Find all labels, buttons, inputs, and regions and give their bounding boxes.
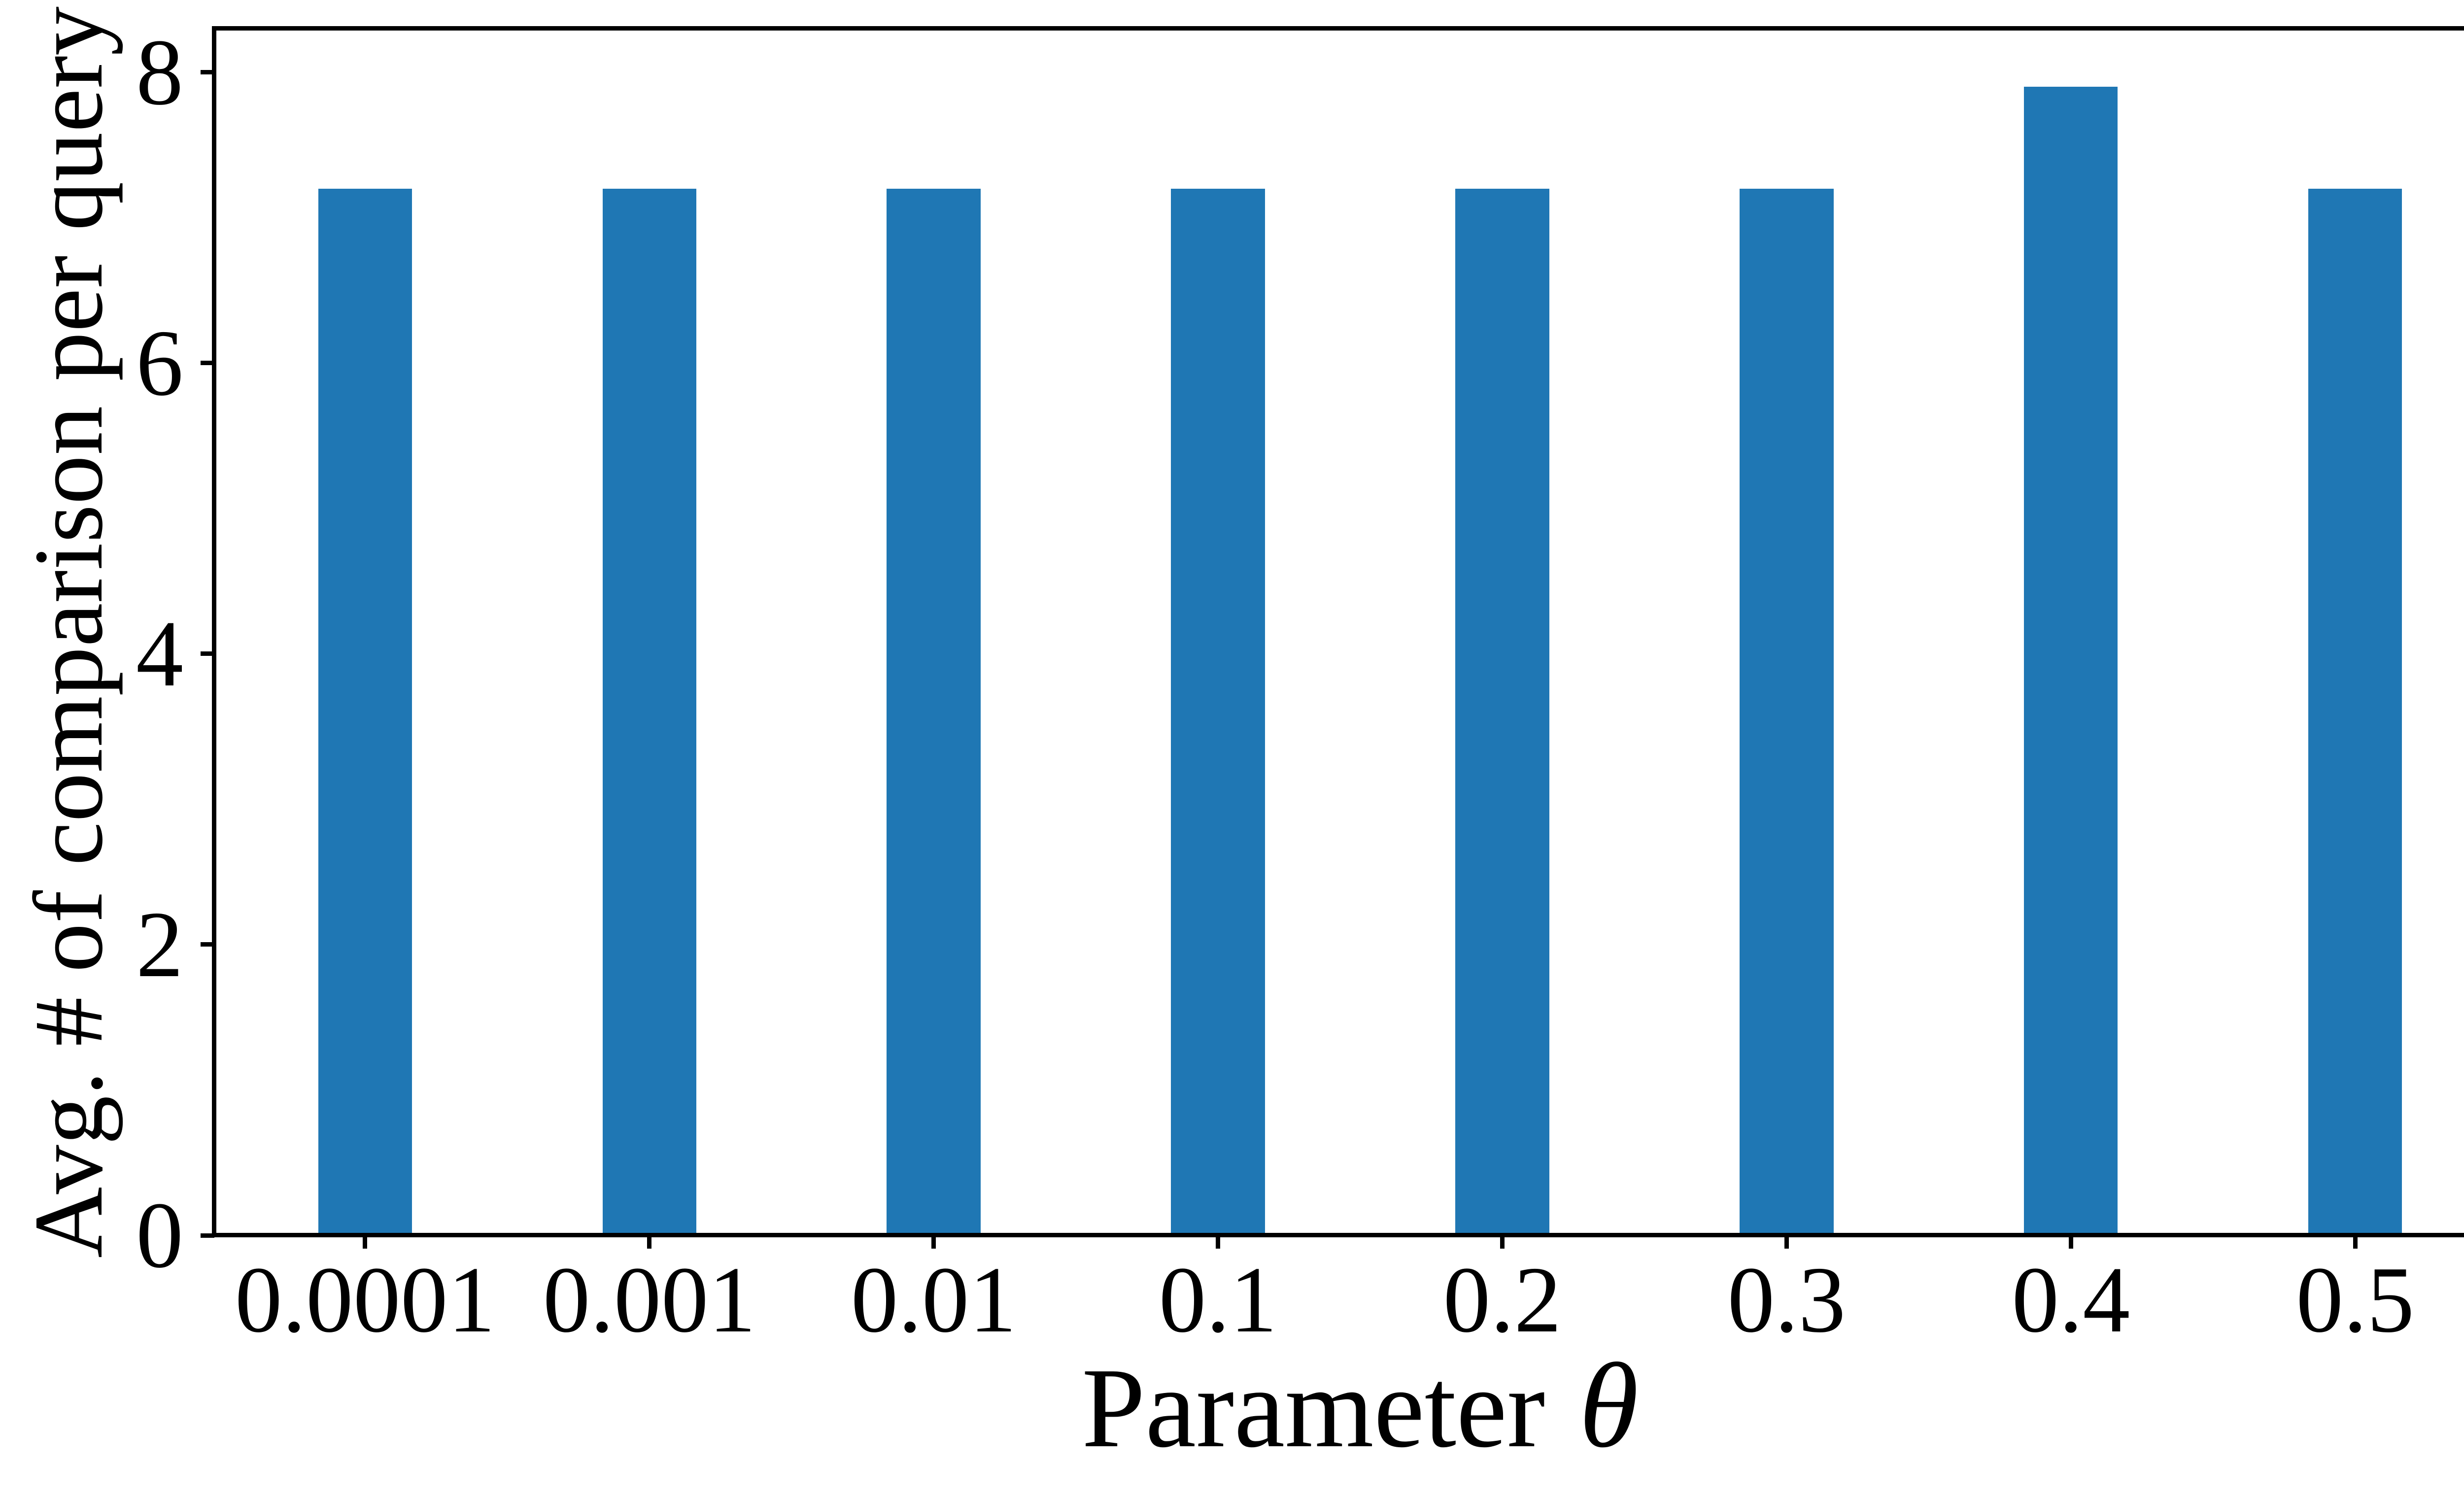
bar-theta-0.3	[1740, 188, 1834, 1235]
x-tick-label: 0.0001	[235, 1247, 495, 1352]
y-tick-label: 4	[136, 601, 183, 706]
x-axis-label: Parameter θ	[769, 1336, 1951, 1475]
bar-theta-0.2	[1455, 188, 1549, 1235]
x-tick-label: 0.2	[1443, 1247, 1562, 1352]
x-tick-mark	[363, 1235, 368, 1249]
bar-theta-0.0001	[318, 188, 412, 1235]
bar-theta-0.5	[2308, 188, 2402, 1235]
bar-theta-0.4	[2024, 87, 2118, 1235]
y-tick-mark	[201, 651, 214, 656]
x-tick-mark	[931, 1235, 936, 1249]
y-tick-mark	[201, 361, 214, 366]
x-axis-label-theta-symbol: θ	[1579, 1339, 1639, 1473]
x-tick-mark	[1784, 1235, 1789, 1249]
y-tick-label: 2	[136, 891, 183, 997]
bar-theta-0.01	[887, 188, 981, 1235]
x-tick-label: 0.01	[851, 1247, 1017, 1352]
x-tick-mark	[2353, 1235, 2358, 1249]
bar-theta-0.1	[1171, 188, 1265, 1235]
y-axis-label: Avg. # of comparison per query	[14, 6, 123, 1258]
x-tick-label: 0.1	[1159, 1247, 1277, 1352]
x-tick-label: 0.001	[543, 1247, 756, 1352]
x-tick-mark	[1216, 1235, 1221, 1249]
y-tick-label: 6	[136, 310, 183, 415]
y-tick-mark	[201, 942, 214, 947]
bar-theta-0.001	[602, 188, 696, 1235]
x-tick-mark	[2068, 1235, 2073, 1249]
x-tick-mark	[647, 1235, 652, 1249]
x-axis-label-text: Parameter	[1082, 1345, 1545, 1471]
y-tick-mark	[201, 1233, 214, 1238]
y-tick-label: 0	[136, 1183, 183, 1288]
x-tick-label: 0.5	[2296, 1247, 2415, 1352]
x-tick-label: 0.3	[1727, 1247, 1846, 1352]
x-tick-label: 0.4	[2012, 1247, 2130, 1352]
y-tick-label: 8	[136, 19, 183, 125]
y-tick-mark	[201, 70, 214, 75]
x-tick-mark	[1500, 1235, 1505, 1249]
